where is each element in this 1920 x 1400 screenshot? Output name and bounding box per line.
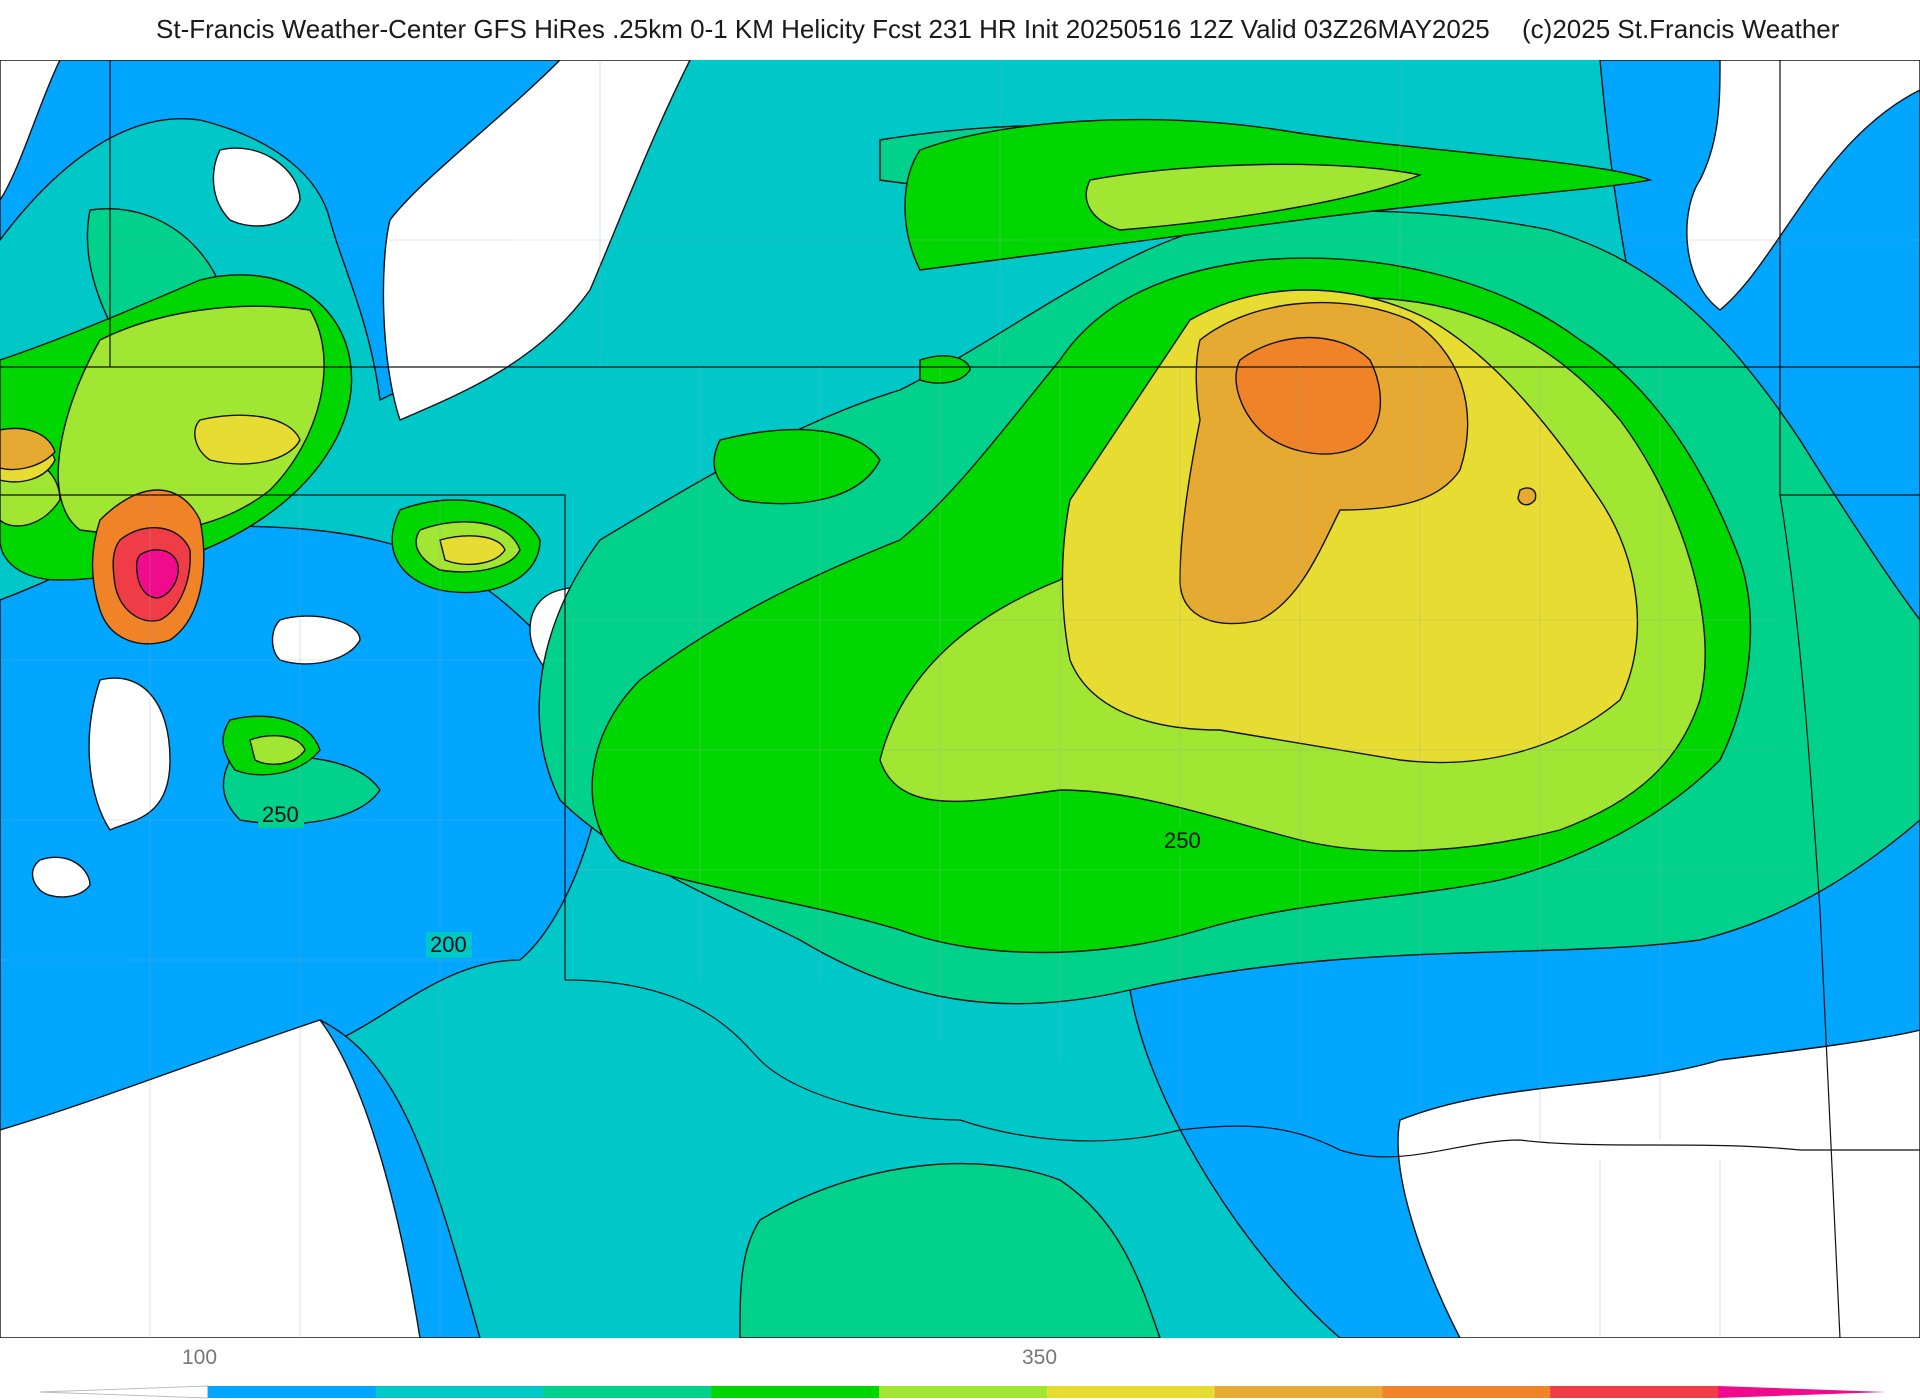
colorbar-segment — [711, 1386, 880, 1398]
colorbar-segment — [1382, 1386, 1551, 1398]
colorbar: 100 350 — [0, 1340, 1920, 1400]
colorbar-segment — [543, 1386, 712, 1398]
colorbar-segment — [375, 1386, 544, 1398]
colorbar-segment — [1046, 1386, 1216, 1398]
colorbar-segment — [1214, 1386, 1384, 1398]
colorbar-segment — [1550, 1386, 1719, 1398]
colorbar-segment — [39, 1385, 209, 1399]
contour-label-200: 200 — [430, 932, 467, 957]
copyright-text: (c)2025 St.Francis Weather — [1522, 14, 1840, 44]
contour-label-250-east: 250 — [1164, 828, 1201, 853]
title-text: St-Francis Weather-Center GFS HiRes .25k… — [156, 14, 1490, 44]
colorbar-strip — [39, 1385, 1886, 1399]
boundary-lines — [0, 60, 1920, 1338]
map-title: St-Francis Weather-Center GFS HiRes .25k… — [0, 14, 1920, 54]
colorbar-tick-100: 100 — [182, 1346, 218, 1369]
colorbar-tick-350: 350 — [1022, 1346, 1058, 1369]
contour-labels: 250 200 250 — [258, 802, 1206, 958]
field-magenta — [135, 549, 179, 599]
contour-label-250-west: 250 — [262, 802, 299, 827]
colorbar-segment — [879, 1386, 1048, 1398]
helicity-map: 250 200 250 — [0, 60, 1920, 1338]
colorbar-segment — [1718, 1386, 1886, 1398]
colorbar-segment — [207, 1386, 377, 1398]
county-lines — [0, 60, 1920, 1338]
